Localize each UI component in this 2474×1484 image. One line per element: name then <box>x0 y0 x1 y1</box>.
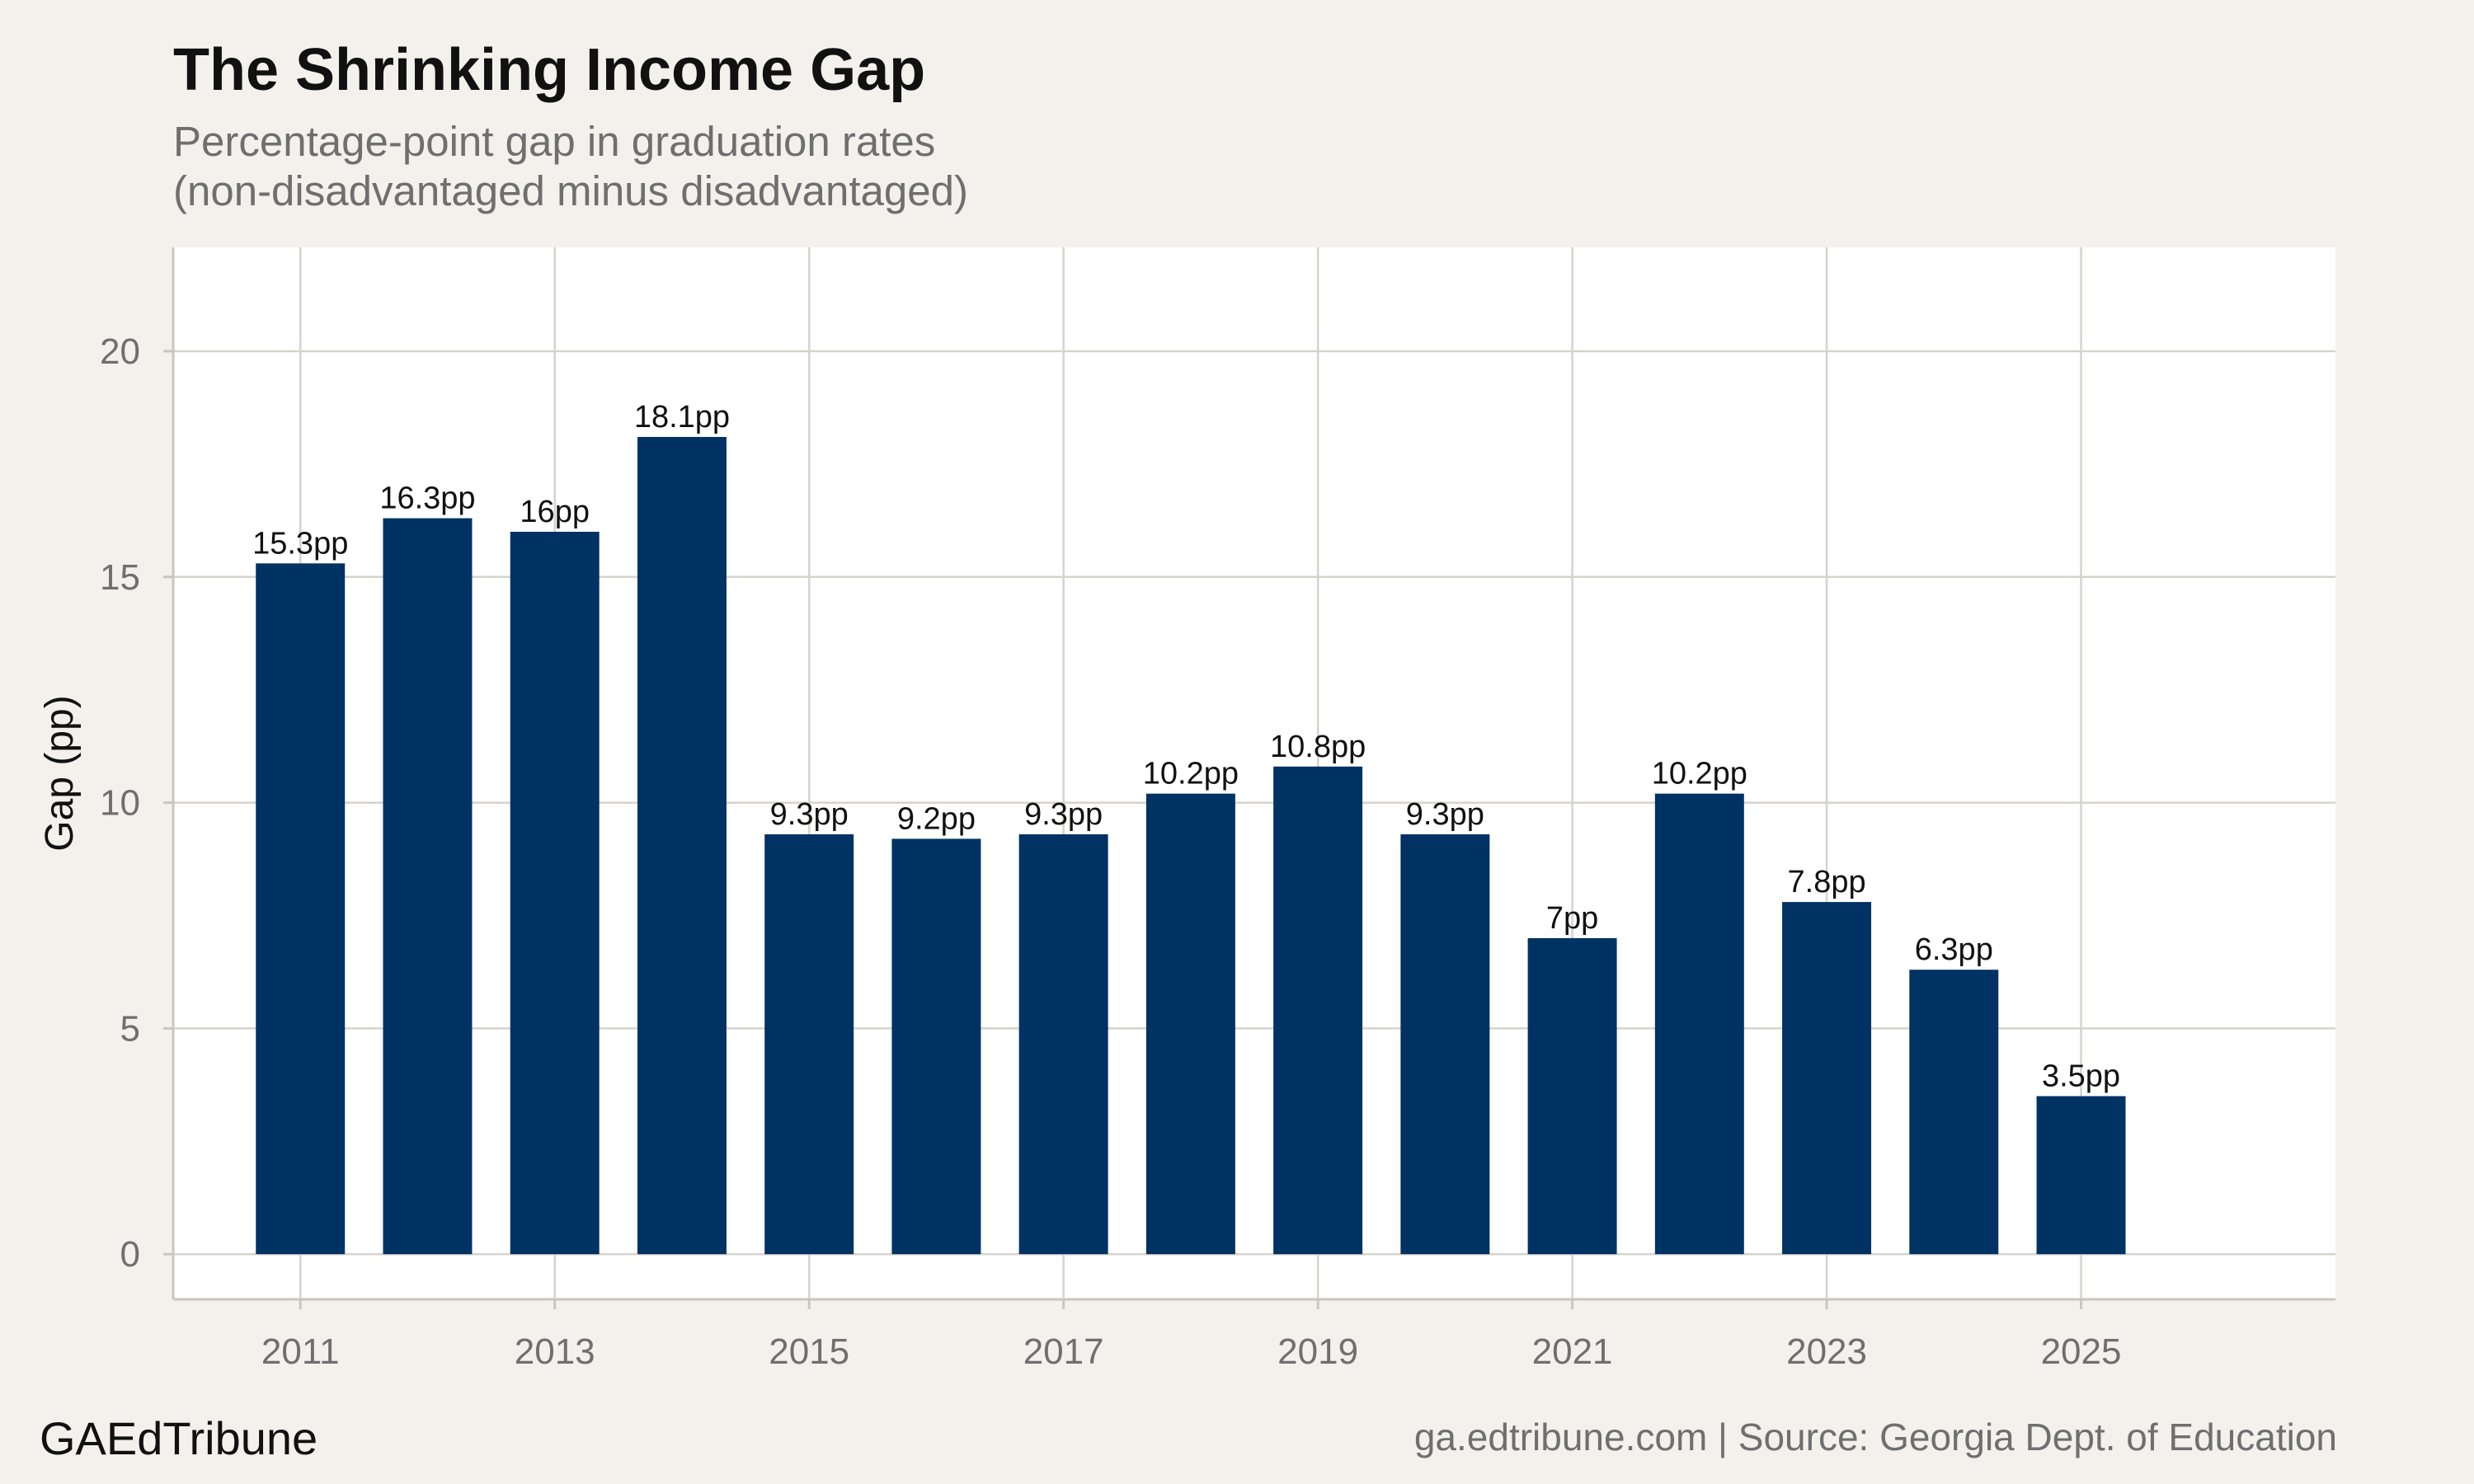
x-tick-label: 2013 <box>515 1331 595 1372</box>
bar-value-label: 10.8pp <box>1270 730 1366 764</box>
bar-value-label: 9.3pp <box>1406 797 1484 832</box>
source-credit: ga.edtribune.com | Source: Georgia Dept.… <box>1413 1416 2337 1458</box>
bar <box>1145 793 1235 1255</box>
x-tick-label: 2021 <box>1532 1331 1613 1372</box>
y-tick-label: 5 <box>120 1008 140 1049</box>
bar-value-label: 9.3pp <box>1024 797 1103 832</box>
y-tick-label: 20 <box>100 331 140 372</box>
bar <box>764 834 854 1255</box>
bar-value-label: 10.2pp <box>1143 757 1239 791</box>
bar-value-label: 9.3pp <box>770 797 849 832</box>
bar <box>1654 793 1744 1255</box>
bar <box>510 532 600 1255</box>
plot-panel <box>173 247 2335 1299</box>
chart-subtitle-line2: (non-disadvantaged minus disadvantaged) <box>173 167 968 214</box>
x-tick-label: 2017 <box>1023 1331 1104 1372</box>
bar-value-label: 10.2pp <box>1652 757 1747 791</box>
bar-value-label: 6.3pp <box>1915 932 1993 967</box>
bar <box>256 563 346 1255</box>
x-tick-label: 2025 <box>2041 1331 2122 1372</box>
chart-title: The Shrinking Income Gap <box>173 37 926 103</box>
y-tick-label: 0 <box>120 1234 140 1275</box>
bar <box>1782 902 1872 1255</box>
x-tick-label: 2019 <box>1277 1331 1358 1372</box>
bar-value-label: 16pp <box>520 495 590 529</box>
bar <box>637 437 727 1255</box>
bar <box>891 838 981 1255</box>
y-tick-label: 15 <box>100 557 140 598</box>
bar-value-label: 9.2pp <box>897 801 976 836</box>
bar <box>383 518 473 1255</box>
y-tick-label: 10 <box>100 783 140 824</box>
y-axis-title: Gap (pp) <box>38 695 82 851</box>
x-tick-label: 2023 <box>1786 1331 1867 1372</box>
chart-subtitle-line1: Percentage-point gap in graduation rates <box>173 118 936 165</box>
x-tick-label: 2011 <box>261 1331 340 1372</box>
bar-value-label: 7.8pp <box>1788 865 1866 899</box>
x-tick-label: 2015 <box>769 1331 849 1372</box>
bar-value-label: 3.5pp <box>2042 1059 2120 1094</box>
bar <box>1273 766 1363 1255</box>
bar <box>2036 1096 2126 1255</box>
bar <box>1018 834 1108 1255</box>
bar-value-label: 15.3pp <box>252 526 348 561</box>
bar-value-label: 7pp <box>1546 901 1598 936</box>
bar-value-label: 16.3pp <box>379 481 475 516</box>
bar <box>1400 834 1490 1255</box>
bar <box>1909 970 1999 1255</box>
brand-name: GAEdTribune <box>40 1412 318 1464</box>
bar-value-label: 18.1pp <box>634 400 730 434</box>
bar <box>1527 937 1617 1255</box>
